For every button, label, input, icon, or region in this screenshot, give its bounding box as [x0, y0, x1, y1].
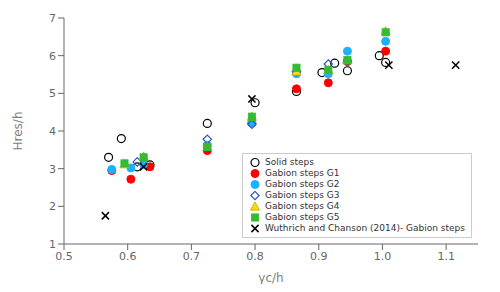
html-text:Gabion steps G1: Gabion steps G1 — [265, 168, 340, 178]
svg-text:yc/h: yc/h — [258, 271, 283, 284]
svg-text:1.0: 1.0 — [374, 250, 392, 263]
html-text:Solid steps: Solid steps — [265, 157, 314, 167]
svg-text:2: 2 — [49, 200, 56, 213]
svg-text:1.1: 1.1 — [437, 250, 455, 263]
html-text:Wuthrich and Chanson (2014)- G: Wuthrich and Chanson (2014)- Gabion step… — [265, 223, 465, 233]
html-text:Gabion steps G4: Gabion steps G4 — [265, 201, 340, 211]
svg-text:3: 3 — [49, 163, 56, 176]
svg-text:Hres/h: Hres/h — [11, 112, 25, 151]
html-text:Gabion steps G2: Gabion steps G2 — [265, 179, 340, 189]
svg-text:7: 7 — [49, 12, 56, 25]
svg-text:5: 5 — [49, 87, 56, 100]
svg-text:1: 1 — [49, 238, 56, 251]
html-text:Gabion steps G3: Gabion steps G3 — [265, 190, 340, 200]
svg-text:0.9: 0.9 — [310, 250, 328, 263]
svg-text:6: 6 — [49, 50, 56, 63]
svg-text:0.5: 0.5 — [55, 250, 73, 263]
svg-text:0.8: 0.8 — [246, 250, 264, 263]
html-text:Gabion steps G5: Gabion steps G5 — [265, 212, 340, 222]
svg-text:4: 4 — [49, 125, 56, 138]
svg-text:0.7: 0.7 — [183, 250, 201, 263]
svg-text:0.6: 0.6 — [119, 250, 137, 263]
